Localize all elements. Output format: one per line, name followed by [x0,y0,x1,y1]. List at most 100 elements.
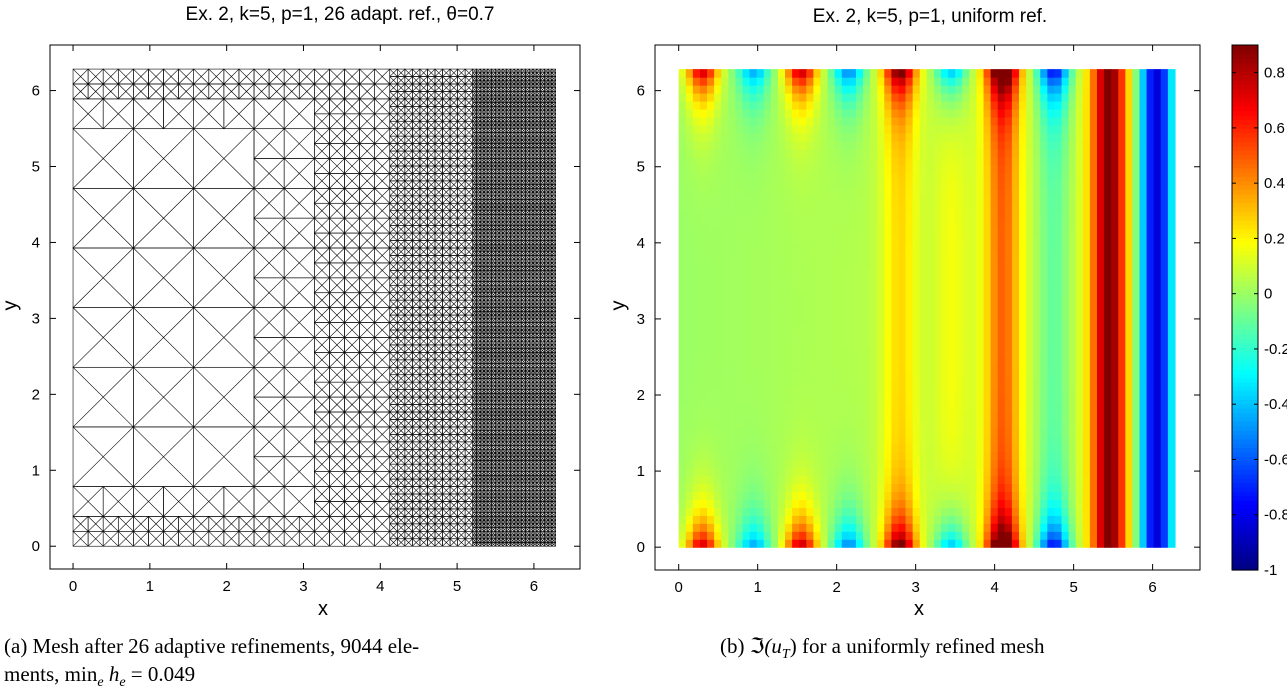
heatmap-cell [771,189,779,198]
heatmap-cell [1090,133,1098,142]
heatmap-cell [984,444,992,453]
heatmap-cell [1026,444,1034,453]
heatmap-cell [828,356,836,365]
heatmap-cell [1005,260,1013,269]
heatmap-cell [1104,460,1112,469]
heatmap-cell [906,133,914,142]
heatmap-cell [934,388,942,397]
heatmap-cell [1154,284,1162,293]
heatmap-cell [813,523,821,532]
heatmap-cell [877,260,885,269]
heatmap-cell [863,228,871,237]
heatmap-cell [948,356,956,365]
heatmap-cell [778,412,786,421]
heatmap-cell [898,396,906,405]
heatmap-cell [927,213,935,222]
heatmap-cell [1168,85,1176,94]
heatmap-cell [1090,531,1098,540]
heatmap-cell [849,372,857,381]
heatmap-cell [813,125,821,134]
heatmap-cell [955,460,963,469]
heatmap-cell [842,475,850,484]
heatmap-cell [1047,467,1055,476]
heatmap-cell [1125,157,1133,166]
heatmap-cell [906,165,914,174]
heatmap-cell [898,300,906,309]
heatmap-cell [806,420,814,429]
heatmap-cell [1026,268,1034,277]
heatmap-cell [1140,205,1148,214]
heatmap-cell [1104,125,1112,134]
heatmap-cell [1104,499,1112,508]
heatmap-cell [828,276,836,285]
heatmap-cell [714,356,722,365]
heatmap-cell [991,404,999,413]
heatmap-cell [1154,475,1162,484]
heatmap-cell [1019,507,1027,516]
heatmap-cell [735,165,743,174]
heatmap-cell [806,475,814,484]
heatmap-cell [1111,491,1119,500]
heatmap-cell [920,117,928,126]
heatmap-cell [1154,388,1162,397]
heatmap-cell [948,499,956,508]
heatmap-cell [820,436,828,445]
heatmap-cell [1097,531,1105,540]
heatmap-cell [913,404,921,413]
heatmap-cell [778,165,786,174]
heatmap-cell [1005,316,1013,325]
heatmap-cell [764,165,772,174]
heatmap-cell [728,507,736,516]
heatmap-cell [757,221,765,230]
heatmap-cell [1090,420,1098,429]
heatmap-cell [1019,109,1027,118]
heatmap-cell [743,133,751,142]
heatmap-cell [927,205,935,214]
heatmap-cell [764,300,772,309]
heatmap-cell [906,205,914,214]
heatmap-cell [714,77,722,86]
heatmap-cell [969,356,977,365]
heatmap-cell [799,436,807,445]
heatmap-cell [955,444,963,453]
heatmap-cell [920,475,928,484]
heatmap-cell [785,491,793,500]
heatmap-cell [1047,340,1055,349]
heatmap-cell [1083,412,1091,421]
heatmap-cell [693,117,701,126]
heatmap-cell [1026,507,1034,516]
heatmap-cell [927,499,935,508]
heatmap-cell [913,491,921,500]
heatmap-cell [1019,141,1027,150]
heatmap-cell [1019,149,1027,158]
heatmap-cell [835,491,843,500]
heatmap-cell [1019,69,1027,78]
heatmap-cell [1168,117,1176,126]
heatmap-cell [927,467,935,476]
heatmap-cell [1154,149,1162,158]
heatmap-cell [771,412,779,421]
heatmap-cell [976,197,984,206]
heatmap-cell [849,444,857,453]
heatmap-cell [750,221,758,230]
heatmap-cell [934,332,942,341]
colorbar-segment [1232,539,1258,544]
heatmap-cell [1125,85,1133,94]
heatmap-cell [1132,157,1140,166]
heatmap-cell [1062,364,1070,373]
heatmap-cell [1104,276,1112,285]
heatmap-cell [1125,340,1133,349]
heatmap-cell [1090,483,1098,492]
heatmap-cell [1047,213,1055,222]
heatmap-cell [721,189,729,198]
heatmap-cell [743,189,751,198]
heatmap-cell [955,85,963,94]
heatmap-cell [820,173,828,182]
heatmap-cell [962,428,970,437]
heatmap-cell [799,475,807,484]
heatmap-cell [1111,523,1119,532]
heatmap-cell [1005,396,1013,405]
heatmap-cell [700,93,708,102]
heatmap-cell [828,412,836,421]
heatmap-cell [991,69,999,78]
